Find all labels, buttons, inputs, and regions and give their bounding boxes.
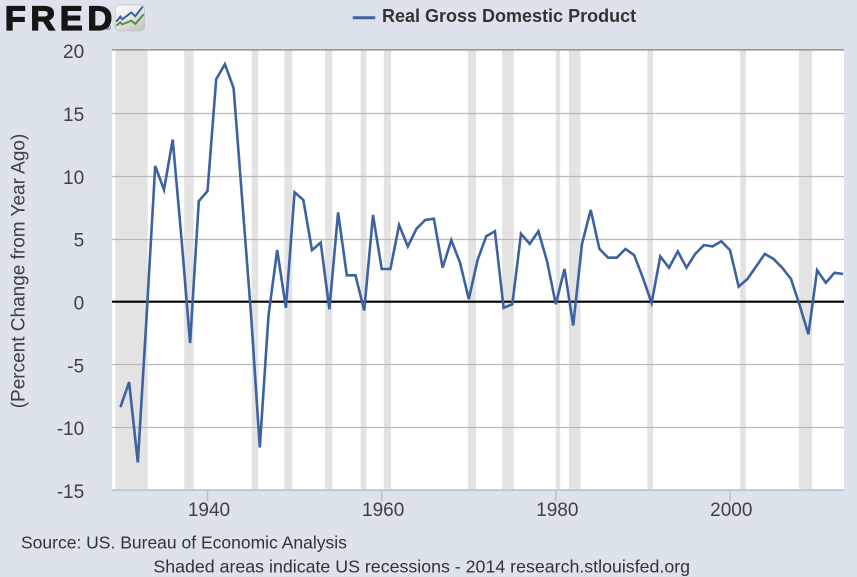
svg-text:0: 0 [74,294,85,315]
svg-text:1940: 1940 [188,500,230,521]
svg-text:15: 15 [63,105,84,126]
svg-text:-10: -10 [57,419,84,440]
svg-text:10: 10 [63,168,84,189]
svg-text:-5: -5 [67,356,84,377]
svg-text:Shaded areas indicate US reces: Shaded areas indicate US recessions - 20… [153,557,690,577]
svg-text:-15: -15 [57,482,84,503]
svg-text:1960: 1960 [362,500,404,521]
svg-text:2000: 2000 [710,500,752,521]
svg-text:Source: US. Bureau of Economic: Source: US. Bureau of Economic Analysis [21,533,347,553]
svg-text:Real Gross Domestic Product: Real Gross Domestic Product [382,6,636,26]
svg-text:20: 20 [63,42,84,63]
svg-text:(Percent Change from Year Ago): (Percent Change from Year Ago) [9,134,30,409]
svg-text:1980: 1980 [536,500,578,521]
svg-text:®: ® [105,23,111,32]
svg-text:5: 5 [74,231,85,252]
